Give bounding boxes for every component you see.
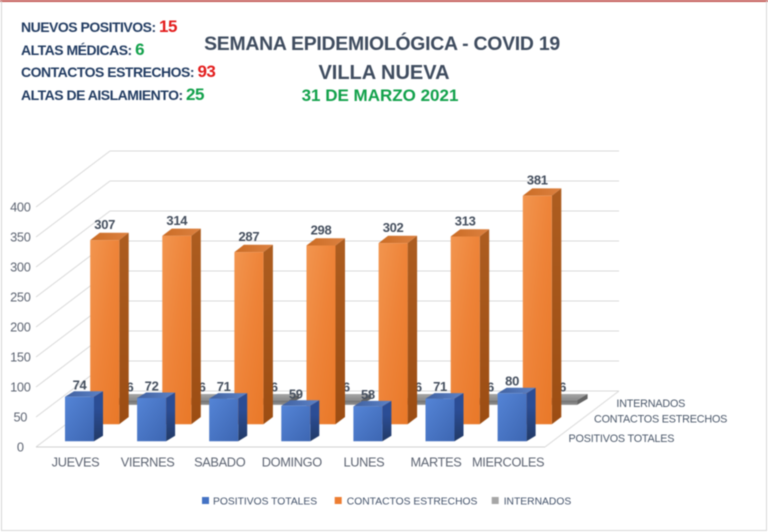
svg-text:INTERNADOS: INTERNADOS <box>504 497 572 508</box>
svg-text:6: 6 <box>487 380 494 395</box>
svg-text:300: 300 <box>10 259 31 274</box>
svg-text:6: 6 <box>559 380 566 395</box>
svg-text:71: 71 <box>433 379 447 394</box>
svg-text:350: 350 <box>10 229 31 244</box>
svg-text:74: 74 <box>73 377 88 392</box>
svg-text:58: 58 <box>361 387 375 402</box>
svg-text:MIERCOLES: MIERCOLES <box>472 455 544 470</box>
svg-text:250: 250 <box>10 289 31 304</box>
svg-text:307: 307 <box>94 217 115 232</box>
svg-text:6: 6 <box>415 380 422 395</box>
svg-text:6: 6 <box>199 380 206 395</box>
svg-text:SABADO: SABADO <box>194 455 246 470</box>
svg-text:MARTES: MARTES <box>411 455 462 470</box>
svg-text:VIERNES: VIERNES <box>121 455 175 470</box>
svg-text:313: 313 <box>455 214 476 229</box>
svg-text:50: 50 <box>13 409 27 424</box>
svg-text:381: 381 <box>527 173 548 188</box>
svg-text:6: 6 <box>127 380 134 395</box>
svg-text:DOMINGO: DOMINGO <box>262 455 323 470</box>
svg-text:80: 80 <box>505 374 519 389</box>
svg-text:59: 59 <box>289 386 303 401</box>
svg-text:6: 6 <box>271 380 278 395</box>
svg-text:CONTACTOS ESTRECHOS: CONTACTOS ESTRECHOS <box>347 497 478 508</box>
svg-text:400: 400 <box>10 199 31 214</box>
svg-text:71: 71 <box>217 379 231 394</box>
svg-text:CONTACTOS ESTRECHOS: CONTACTOS ESTRECHOS <box>594 414 727 426</box>
svg-text:POSITIVOS TOTALES: POSITIVOS TOTALES <box>569 433 675 445</box>
svg-text:JUEVES: JUEVES <box>52 455 100 470</box>
svg-text:314: 314 <box>166 213 188 228</box>
svg-text:LUNES: LUNES <box>343 455 384 470</box>
svg-text:302: 302 <box>383 220 404 235</box>
svg-text:100: 100 <box>10 379 31 394</box>
svg-text:150: 150 <box>10 349 31 364</box>
svg-text:INTERNADOS: INTERNADOS <box>616 398 685 410</box>
svg-text:287: 287 <box>239 229 260 244</box>
svg-text:6: 6 <box>343 380 350 395</box>
svg-text:200: 200 <box>10 319 31 334</box>
svg-text:0: 0 <box>17 439 24 454</box>
svg-text:POSITIVOS TOTALES: POSITIVOS TOTALES <box>213 497 317 508</box>
svg-text:298: 298 <box>311 223 332 238</box>
svg-text:72: 72 <box>145 379 159 394</box>
